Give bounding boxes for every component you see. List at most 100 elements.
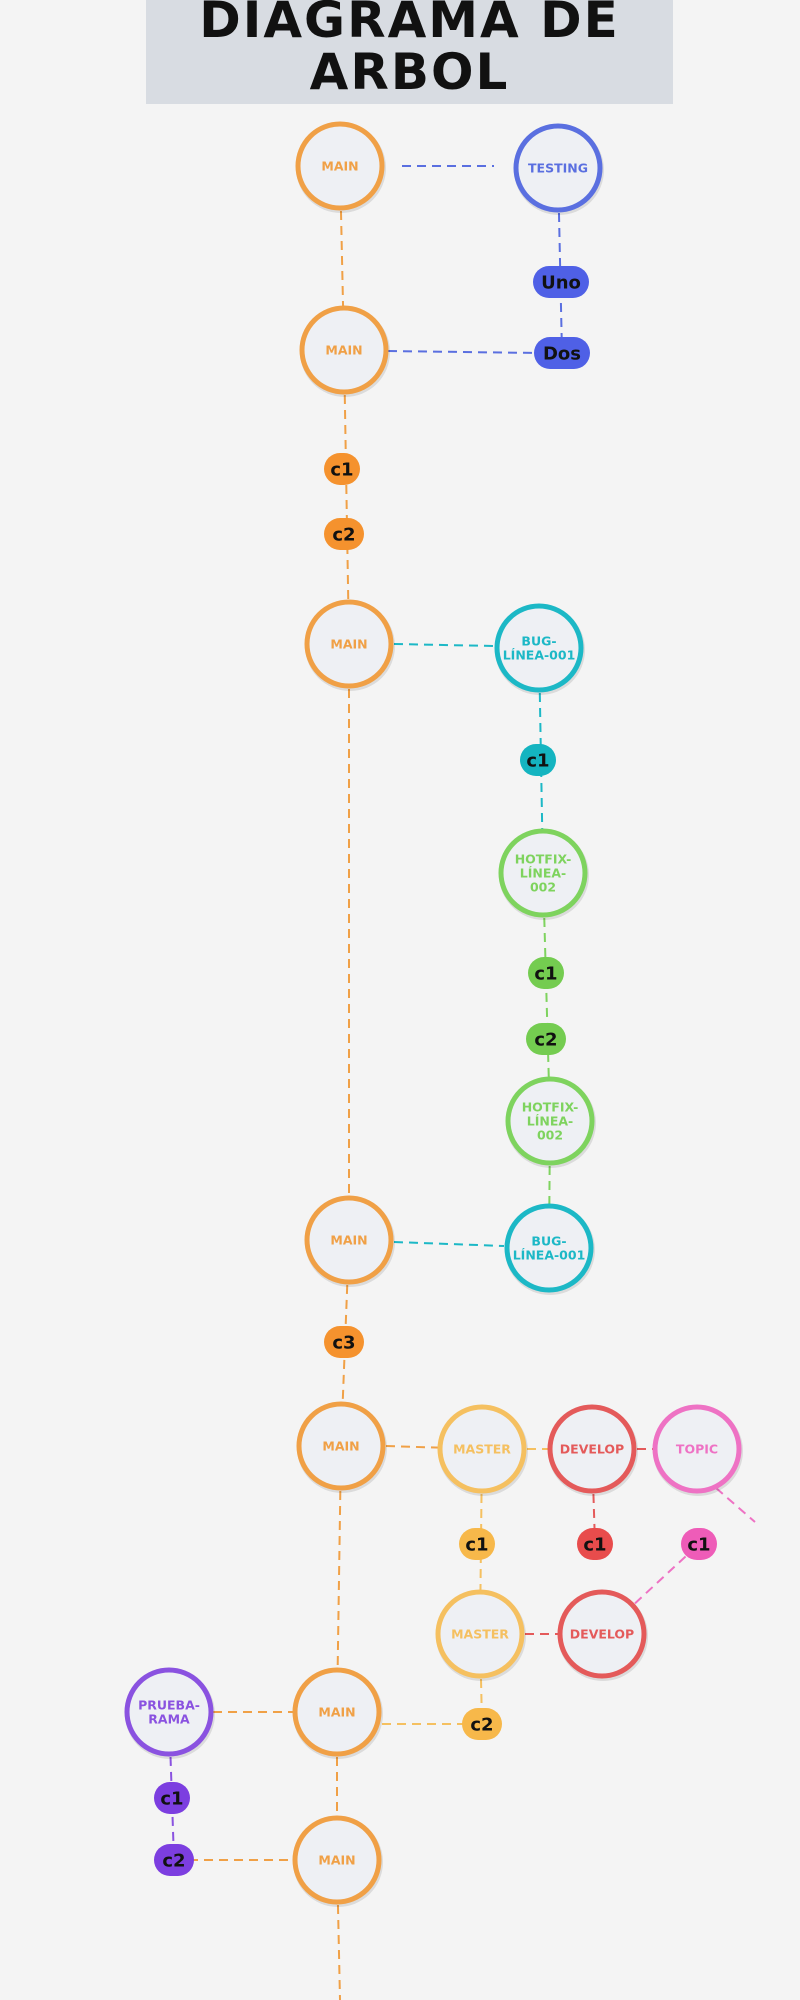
node-circle: [296, 1401, 386, 1491]
node-label: DEVELOP: [560, 1442, 624, 1457]
node-main2: MAIN: [299, 305, 390, 397]
node-topic: TOPIC: [652, 1404, 743, 1496]
node-main1: MAIN: [295, 121, 386, 213]
node-label: MASTER: [451, 1627, 509, 1642]
node-label: HOTFIX-: [522, 1100, 579, 1115]
node-label: TESTING: [528, 161, 588, 176]
title-banner: DIAGRAMA DE ARBOL: [146, 0, 673, 104]
node-label: LÍNEA-001: [503, 648, 576, 663]
node-label: TOPIC: [676, 1442, 718, 1457]
node-label: PRUEBA-: [138, 1698, 200, 1713]
commit-label: c1: [330, 460, 353, 481]
node-label: RAMA: [148, 1712, 190, 1727]
commit-label: c2: [332, 525, 355, 546]
node-label: LÍNEA-: [527, 1114, 573, 1129]
commit-label: c3: [332, 1333, 355, 1354]
commit-tp_c1: c1: [681, 1528, 717, 1560]
node-develop1: DEVELOP: [547, 1404, 638, 1496]
edges-layer: [168, 165, 756, 2000]
node-circle: [299, 305, 389, 395]
node-main6: MAIN: [292, 1667, 383, 1759]
commit-pill: [462, 1708, 502, 1740]
commit-label: c2: [162, 1851, 185, 1872]
node-bug2: BUG-LÍNEA-001: [504, 1203, 595, 1295]
node-label: LÍNEA-001: [513, 1248, 586, 1263]
commit-p_c1: c1: [154, 1782, 190, 1814]
node-testing: TESTING: [513, 123, 604, 215]
commit-ma_c2: c2: [462, 1708, 502, 1740]
node-circle: [304, 1195, 394, 1285]
node-hotfix2: HOTFIX-LÍNEA-002: [505, 1076, 596, 1168]
node-label: MAIN: [325, 343, 362, 358]
node-circle: [547, 1404, 637, 1494]
commit-t_uno: Uno: [533, 266, 589, 298]
commit-ma_c1: c1: [459, 1528, 495, 1560]
node-label: MASTER: [453, 1442, 511, 1457]
node-circle: [505, 1076, 595, 1166]
node-hotfix1: HOTFIX-LÍNEA-002: [498, 828, 589, 920]
commit-m_c3: c3: [324, 1326, 364, 1358]
node-circle: [435, 1589, 525, 1679]
node-circle: [557, 1589, 647, 1679]
node-master2: MASTER: [435, 1589, 526, 1681]
node-circle: [498, 828, 588, 918]
commit-pill: [534, 337, 590, 369]
node-circle: [304, 599, 394, 689]
commit-m_c1: c1: [324, 453, 360, 485]
node-main4: MAIN: [304, 1195, 395, 1287]
node-circle: [292, 1667, 382, 1757]
edge-hotfix: [542, 872, 551, 1122]
edge-bug: [393, 1241, 505, 1247]
node-label: MAIN: [321, 159, 358, 174]
commit-label: c1: [534, 964, 557, 985]
commit-label: c1: [465, 1535, 488, 1556]
commit-p_c2: c2: [154, 1844, 194, 1876]
node-label: HOTFIX-: [515, 852, 572, 867]
commit-label: c2: [534, 1030, 557, 1051]
node-circle: [504, 1203, 594, 1293]
node-circle: [513, 123, 603, 213]
commit-pill: [528, 957, 564, 989]
node-circle: [652, 1404, 742, 1494]
node-label: BUG-: [521, 634, 556, 649]
node-develop2: DEVELOP: [557, 1589, 648, 1681]
commit-pill: [324, 453, 360, 485]
node-label: MAIN: [322, 1439, 359, 1454]
commit-pill: [577, 1528, 613, 1560]
commit-pill: [526, 1023, 566, 1055]
commit-t_dos: Dos: [534, 337, 590, 369]
node-label: MAIN: [318, 1853, 355, 1868]
node-label: MAIN: [330, 1233, 367, 1248]
commit-label: c1: [687, 1535, 710, 1556]
node-circle: [494, 603, 584, 693]
commit-label: c1: [583, 1535, 606, 1556]
node-master1: MASTER: [437, 1404, 528, 1496]
commit-label: c2: [470, 1715, 493, 1736]
edge-main: [343, 349, 350, 645]
commit-pill: [459, 1528, 495, 1560]
node-main3: MAIN: [304, 599, 395, 691]
node-main5: MAIN: [296, 1401, 387, 1493]
node-label: MAIN: [330, 637, 367, 652]
node-circle: [437, 1404, 527, 1494]
edge-bug: [393, 643, 495, 647]
node-main7: MAIN: [292, 1815, 383, 1907]
node-circle: [124, 1667, 214, 1757]
commit-pill: [154, 1782, 190, 1814]
commits-layer: Uno Dos c1 c2 c1 c1 c2 c3 c1 c1 c1 c2 c1 c2: [154, 266, 717, 1876]
node-label: DEVELOP: [570, 1627, 634, 1642]
node-prueba: PRUEBA-RAMA: [124, 1667, 215, 1759]
node-bug1: BUG-LÍNEA-001: [494, 603, 585, 695]
commit-m_c2: c2: [324, 518, 364, 550]
edge-testing: [387, 350, 539, 354]
node-circle: [292, 1815, 382, 1905]
node-label: 002: [537, 1128, 563, 1143]
node-circle: [295, 121, 385, 211]
commit-label: Uno: [541, 273, 581, 294]
page-title: DIAGRAMA DE ARBOL: [199, 0, 620, 101]
commit-b_c1: c1: [520, 744, 556, 776]
commit-label: c1: [160, 1789, 183, 1810]
commit-h_c1: c1: [528, 957, 564, 989]
commit-label: c1: [526, 751, 549, 772]
